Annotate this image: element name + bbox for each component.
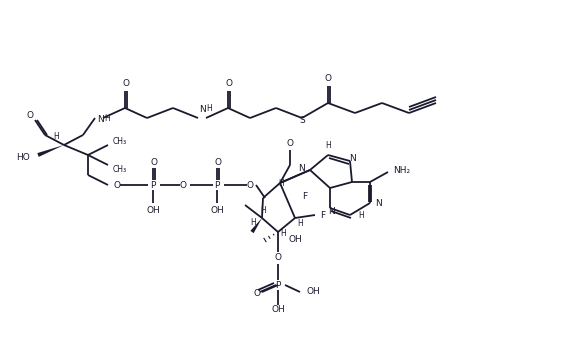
Text: O: O (287, 139, 294, 147)
Text: O: O (179, 180, 186, 189)
Text: H: H (53, 131, 59, 140)
Text: N: N (375, 198, 382, 208)
Text: O: O (113, 180, 120, 189)
Text: NH₂: NH₂ (393, 165, 410, 174)
Text: O: O (247, 180, 254, 189)
Text: N: N (200, 105, 206, 113)
Text: O: O (27, 111, 34, 120)
Text: H: H (104, 113, 110, 122)
Text: O: O (225, 78, 233, 87)
Text: P: P (151, 180, 156, 189)
Text: H: H (297, 218, 303, 227)
Text: OH: OH (210, 205, 224, 214)
Text: N: N (350, 154, 357, 163)
Polygon shape (250, 218, 262, 233)
Text: F: F (302, 192, 307, 200)
Text: N: N (329, 207, 335, 216)
Text: O: O (274, 253, 281, 262)
Text: O: O (123, 78, 130, 87)
Text: OH: OH (271, 305, 285, 314)
Text: F: F (320, 211, 325, 219)
Text: P: P (214, 180, 219, 189)
Text: OH: OH (307, 287, 321, 296)
Text: OH: OH (288, 236, 302, 245)
Text: H: H (206, 103, 212, 112)
Polygon shape (37, 145, 64, 157)
Text: S: S (299, 116, 305, 125)
Text: OH: OH (146, 205, 160, 214)
Text: N: N (97, 115, 104, 124)
Text: O: O (254, 289, 261, 297)
Text: H: H (260, 205, 266, 214)
Text: O: O (214, 158, 222, 166)
Text: H: H (325, 140, 331, 150)
Text: H: H (358, 211, 364, 219)
Text: N: N (298, 164, 305, 173)
Text: CH₃: CH₃ (113, 136, 127, 145)
Text: H: H (250, 218, 256, 227)
Text: CH₃: CH₃ (113, 164, 127, 174)
Text: O: O (324, 73, 332, 82)
Text: H: H (280, 228, 286, 237)
Text: P: P (275, 281, 281, 290)
Text: H: H (278, 179, 284, 188)
Text: HO: HO (16, 153, 30, 161)
Text: O: O (151, 158, 157, 166)
